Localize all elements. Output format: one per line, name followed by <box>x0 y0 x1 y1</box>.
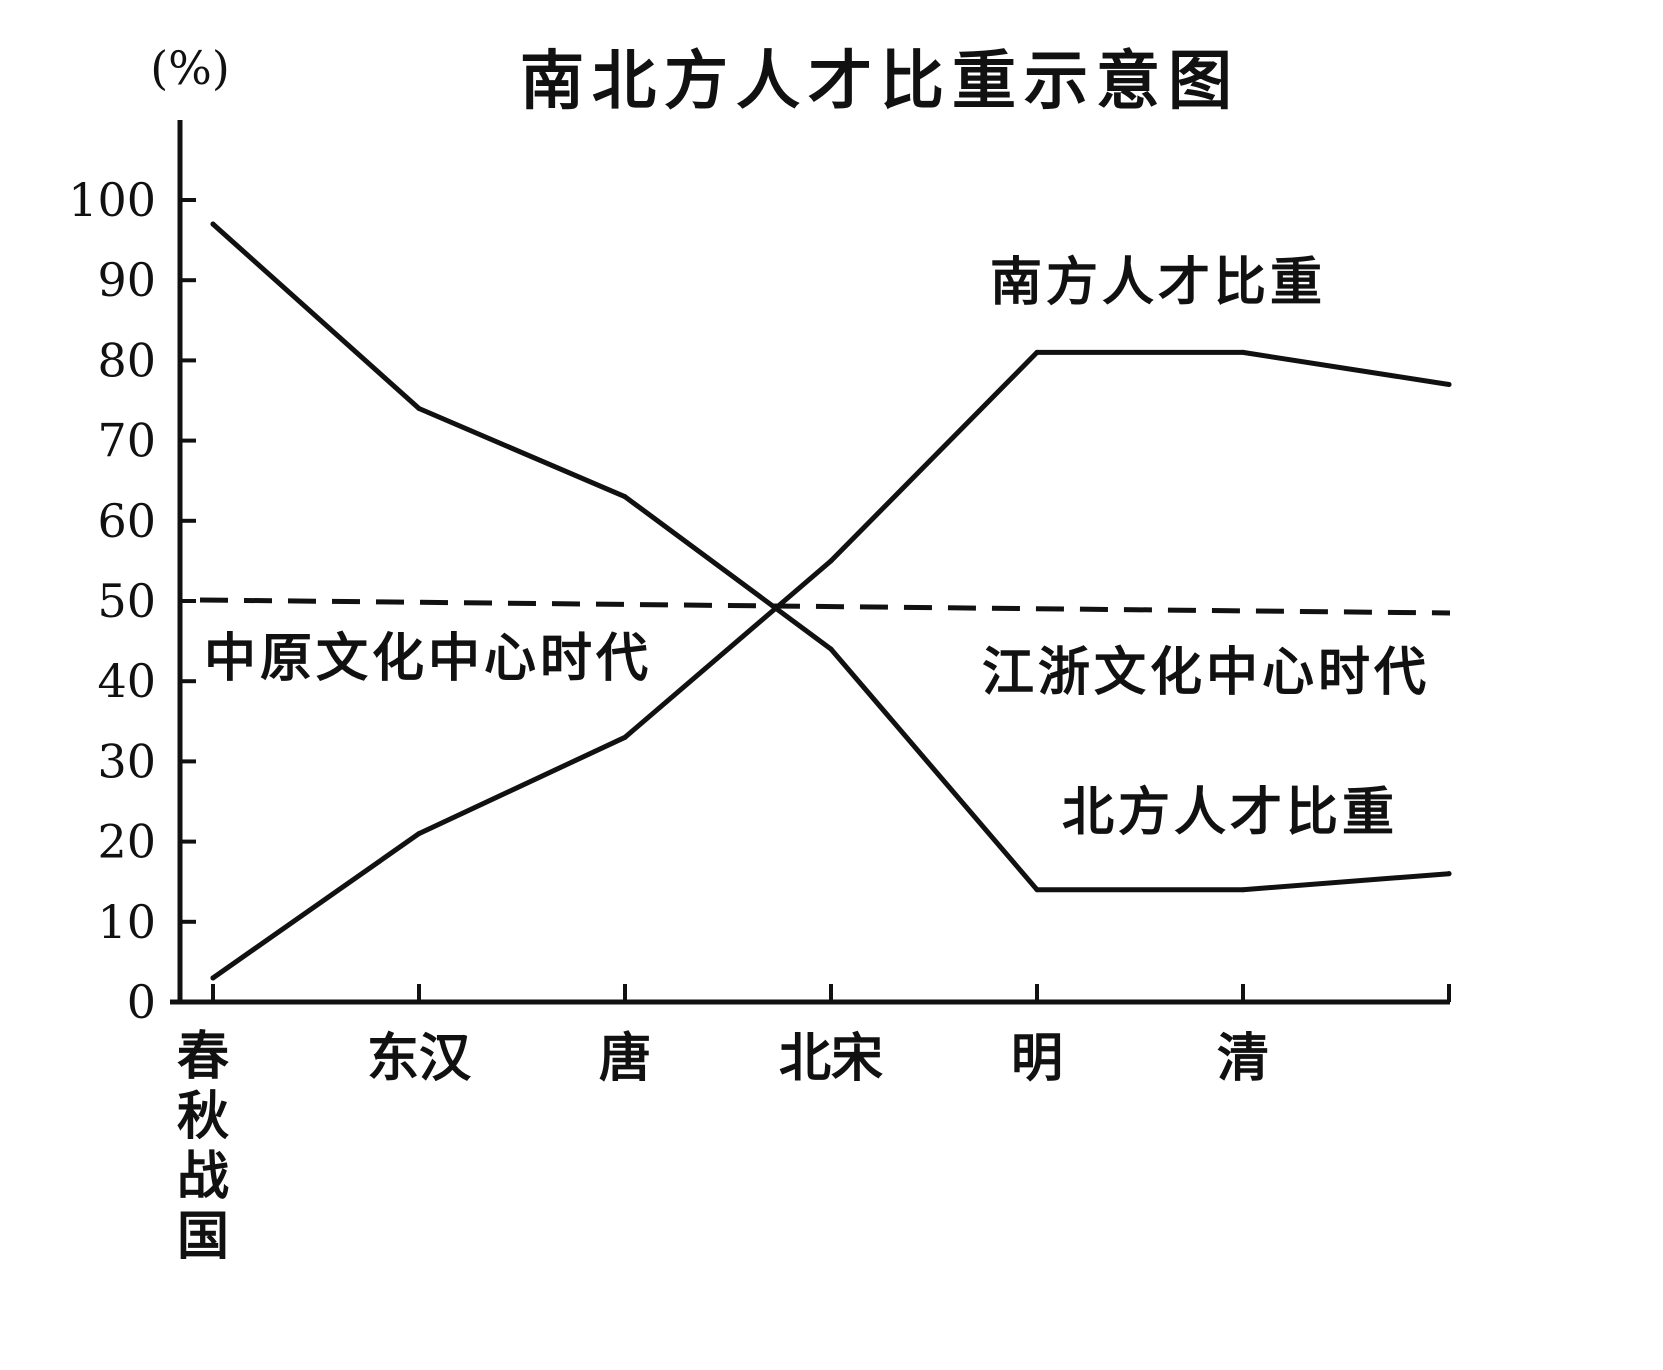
series-group <box>210 221 1452 981</box>
y-tick-label: 0 <box>127 975 156 1029</box>
x-tick-label-char: 战 <box>177 1147 229 1207</box>
y-axis-unit-label: (%) <box>150 41 230 95</box>
annotation-jiangzhe-era: 江浙文化中心时代 <box>982 643 1430 703</box>
x-tick-label: 东汉 <box>367 1029 472 1089</box>
x-tick-label: 明 <box>1011 1029 1063 1089</box>
chart-title: 南北方人才比重示意图 <box>520 45 1240 119</box>
data-point <box>828 558 834 564</box>
y-tick-label: 30 <box>97 734 156 788</box>
data-point <box>1240 887 1246 893</box>
data-point <box>416 831 422 837</box>
x-tick-label: 北宋 <box>779 1029 883 1089</box>
y-tick-label: 90 <box>97 253 156 307</box>
y-tick-label: 50 <box>97 574 156 628</box>
x-tick-label-char: 春 <box>177 1027 229 1087</box>
reference-line-group <box>199 597 1451 616</box>
y-tick-label: 10 <box>97 895 156 949</box>
data-point <box>210 975 216 981</box>
y-tick-label: 100 <box>68 173 156 227</box>
y-ticks: 0 10 20 30 40 50 60 70 80 90 100 <box>68 173 196 1029</box>
data-point <box>1446 871 1452 877</box>
reference-line-50 <box>199 597 1451 616</box>
y-tick-label: 20 <box>97 815 156 869</box>
data-point <box>622 494 628 500</box>
series-label-north: 北方人才比重 <box>1062 783 1398 843</box>
y-tick-label: 70 <box>97 414 156 468</box>
data-point <box>828 646 834 652</box>
data-point <box>1034 887 1040 893</box>
axes <box>170 120 1450 1005</box>
data-point <box>1446 381 1452 387</box>
x-tick-label: 清 <box>1217 1029 1269 1089</box>
x-tick-label: 唐 <box>599 1029 651 1089</box>
data-point <box>1240 349 1246 355</box>
data-point <box>416 406 422 412</box>
series-label-south: 南方人才比重 <box>990 253 1326 313</box>
x-tick-label-char: 国 <box>177 1207 229 1267</box>
data-point <box>210 221 216 227</box>
y-tick-label: 80 <box>97 333 156 387</box>
annotation-central-plains-era: 中原文化中心时代 <box>204 629 652 689</box>
y-tick-label: 60 <box>97 494 156 548</box>
y-tick-label: 40 <box>97 654 156 708</box>
data-point <box>622 734 628 740</box>
data-point <box>1034 349 1040 355</box>
x-tick-label-char: 秋 <box>177 1087 229 1147</box>
